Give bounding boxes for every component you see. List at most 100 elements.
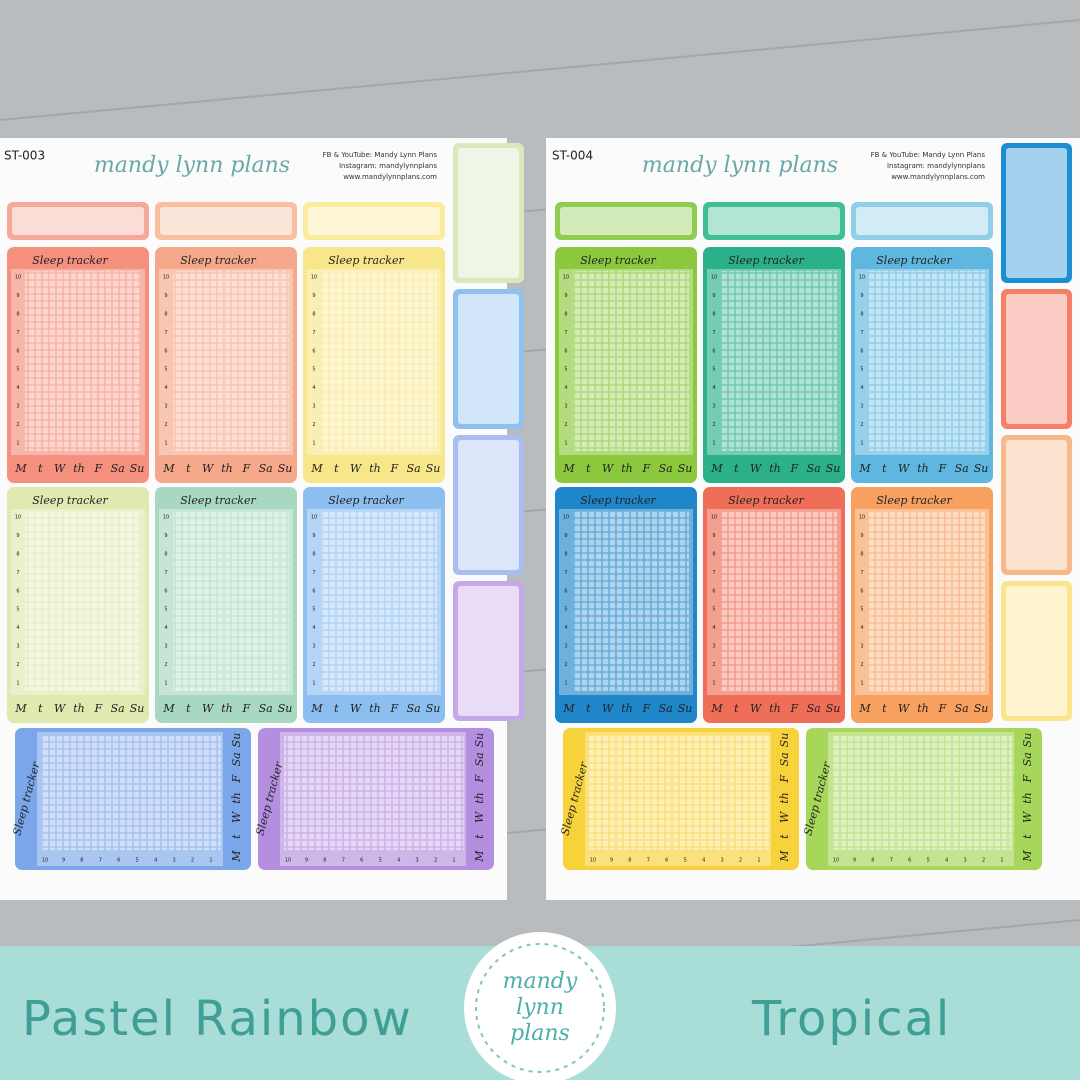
hour-label: 5 [164,607,167,613]
hour-label: 5 [712,367,715,373]
hour-label: 2 [164,662,167,668]
hour-label: 5 [860,367,863,373]
hour-label: 5 [164,367,167,373]
tracker-title: Sleep tracker [32,494,108,507]
hour-label: 8 [564,551,567,557]
hour-label: 8 [164,311,167,317]
label-inner [160,207,292,235]
hour-label: 8 [164,551,167,557]
hour-label: 9 [853,858,856,864]
day-label: Sa [778,752,791,766]
day-label: th [221,702,233,715]
hour-label: 5 [379,858,382,864]
day-label: M [778,850,791,863]
hour-label: 1 [860,681,863,687]
contact-line: FB & YouTube: Mandy Lynn Plans [871,151,986,159]
sheet-code: ST-004 [552,149,593,163]
brand: mandy lynn plans [94,153,290,178]
day-label: F [790,462,799,475]
hour-label: 4 [564,385,567,391]
hour-label: 6 [164,348,167,354]
day-label: Sa [955,702,969,715]
day-label: t [38,462,43,475]
hour-label: 3 [312,644,315,650]
hour-label: 6 [665,858,668,864]
hour-label: 6 [312,348,315,354]
day-label: W [898,462,911,475]
day-label: Su [230,733,243,748]
hour-label: 2 [982,858,985,864]
brand: mandy lynn plans [642,153,838,178]
hour-label: 8 [712,551,715,557]
day-label: F [1021,774,1034,783]
hour-label: 1 [564,681,567,687]
day-label: Su [826,702,841,715]
day-label: th [473,792,486,804]
hour-label: 3 [860,404,863,410]
day-label: Su [1021,733,1034,748]
day-label: M [562,702,575,715]
day-label: F [642,702,651,715]
hour-label: 3 [16,644,19,650]
tracker-grid [173,271,289,451]
tracker-grid [25,511,141,691]
hour-label: 8 [860,551,863,557]
label-inner [458,294,519,424]
day-label: F [390,462,399,475]
hour-label: 4 [312,385,315,391]
hour-label: 2 [16,422,19,428]
hour-label: 6 [908,858,911,864]
day-label: Su [826,462,841,475]
day-label: M [14,702,27,715]
label-inner [458,148,519,278]
hour-label: 9 [860,533,863,539]
hour-label: 4 [154,858,157,864]
hour-label: 3 [564,404,567,410]
hour-label: 6 [712,348,715,354]
hour-label: 4 [164,625,167,631]
day-label: Sa [955,462,969,475]
day-label: Su [278,462,293,475]
day-label: M [710,702,723,715]
hour-label: 4 [16,625,19,631]
hour-label: 4 [16,385,19,391]
hour-label: 9 [712,533,715,539]
tracker-grid [869,511,985,691]
day-label: Sa [473,752,486,766]
day-label: th [621,462,633,475]
hour-label: 4 [712,625,715,631]
hour-label: 6 [564,588,567,594]
hour-label: 10 [42,858,48,864]
day-label: th [73,702,85,715]
day-label: t [1021,834,1034,839]
hour-label: 9 [312,293,315,299]
day-label: Su [778,733,791,748]
hour-label: 3 [712,644,715,650]
day-label: Sa [111,702,125,715]
day-label: t [473,834,486,839]
hour-label: 9 [305,858,308,864]
day-label: Su [974,462,989,475]
label-inner [856,207,988,235]
day-label: W [750,462,763,475]
hour-label: 4 [164,385,167,391]
day-label: F [242,462,251,475]
day-label: M [14,462,27,475]
day-label: W [473,810,486,823]
day-label: th [769,462,781,475]
hour-label: 8 [16,311,19,317]
hour-label: 4 [312,625,315,631]
logo-text: mandy [503,969,578,994]
hour-label: 7 [712,570,715,576]
hour-label: 4 [860,385,863,391]
hour-label: 2 [312,662,315,668]
hour-label: 2 [16,662,19,668]
contact-line: www.mandylynnplans.com [343,173,437,181]
hour-label: 5 [136,858,139,864]
hour-label: 7 [342,858,345,864]
hour-label: 9 [164,533,167,539]
tracker-grid [25,271,141,451]
day-label: t [734,702,739,715]
day-label: th [230,792,243,804]
